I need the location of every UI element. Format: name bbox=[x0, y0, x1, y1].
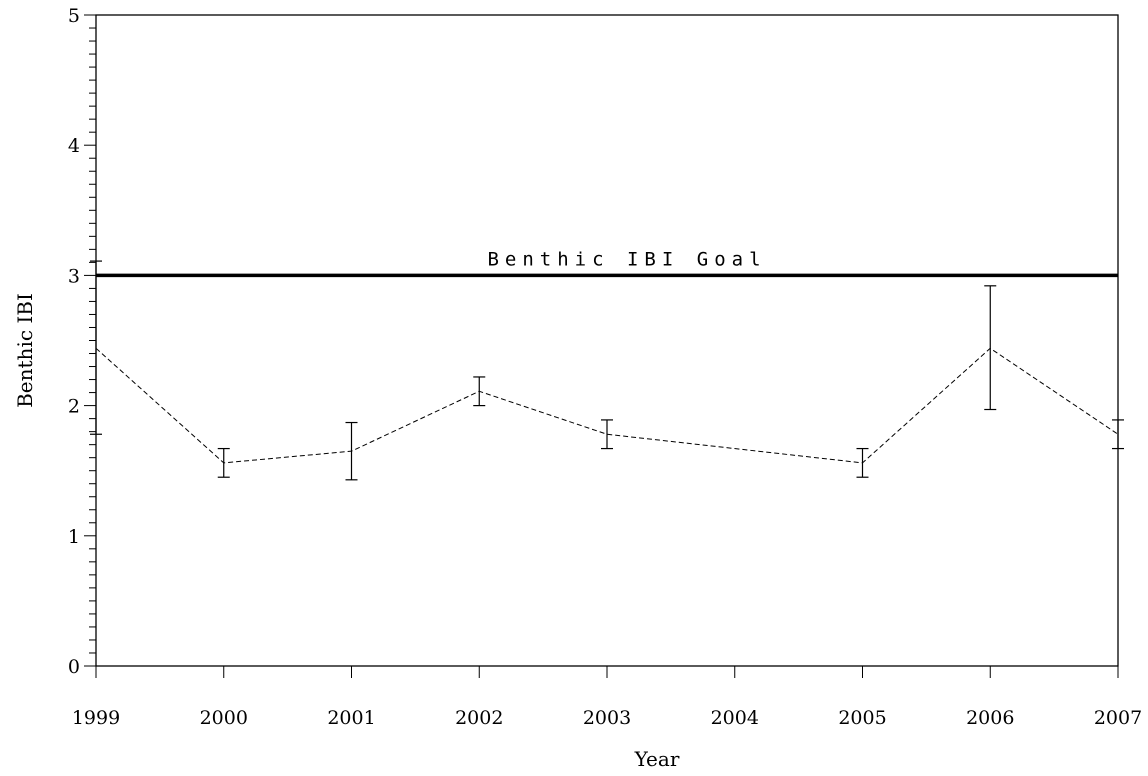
plot-frame bbox=[95, 14, 1119, 667]
x-tick-label: 2003 bbox=[583, 707, 631, 729]
x-axis-title: Year bbox=[634, 747, 680, 771]
y-tick-label: 2 bbox=[68, 396, 80, 418]
x-tick-label: 2002 bbox=[455, 707, 503, 729]
x-tick-label: 2005 bbox=[838, 707, 886, 729]
y-tick-label: 5 bbox=[68, 5, 80, 27]
y-tick-label: 1 bbox=[68, 526, 80, 548]
y-axis-title: Benthic IBI bbox=[13, 293, 37, 408]
y-tick-label: 4 bbox=[68, 135, 80, 157]
x-tick-label: 2004 bbox=[711, 707, 759, 729]
y-tick-label: 3 bbox=[68, 265, 80, 287]
goal-group: Benthic IBI Goal bbox=[96, 248, 1118, 278]
goal-label: Benthic IBI Goal bbox=[487, 248, 766, 270]
x-tick-label: 2006 bbox=[966, 707, 1014, 729]
series-group bbox=[90, 260, 1124, 481]
x-tick-label: 1999 bbox=[72, 707, 120, 729]
x-tick-label: 2001 bbox=[327, 707, 375, 729]
series-line bbox=[95, 347, 1119, 464]
x-tick-label: 2000 bbox=[200, 707, 248, 729]
axes-group: 0 1 2 3 4 5 1999 2000 2001 2002 2003 2004 2005 2006 20… bbox=[68, 5, 1142, 729]
x-tick-label: 2007 bbox=[1094, 707, 1142, 729]
y-tick-label: 0 bbox=[68, 656, 80, 678]
